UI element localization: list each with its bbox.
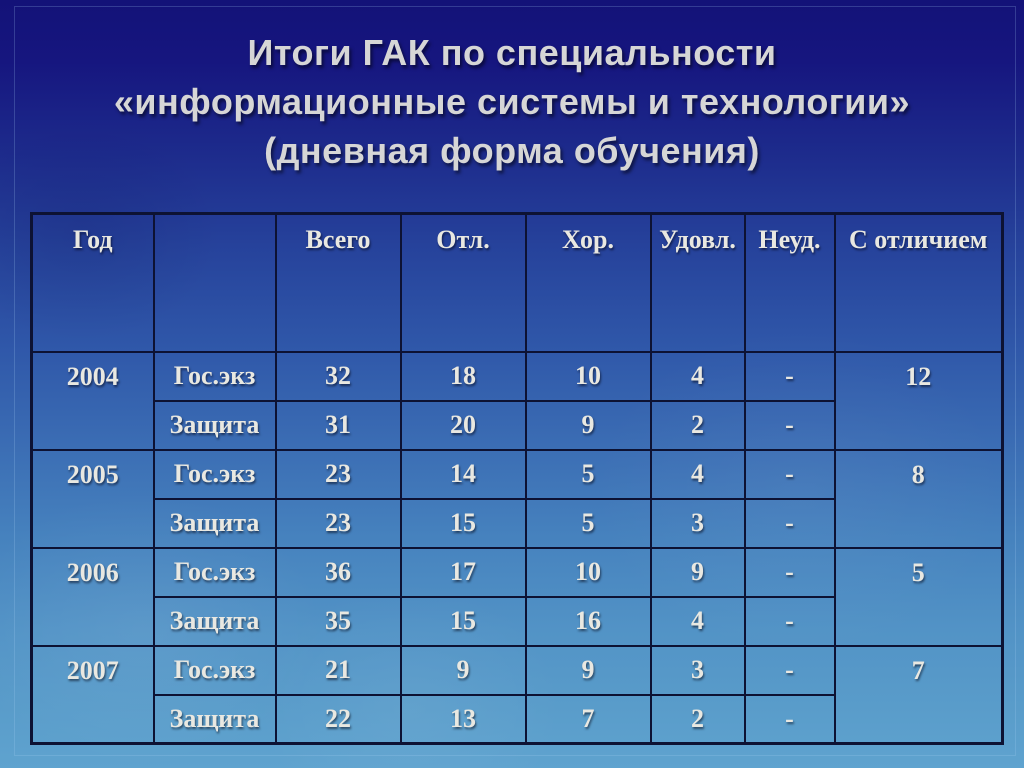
table-row: Защита 22 13 7 2 - [32, 693, 1003, 745]
year-cell: 2007 [30, 644, 155, 745]
table-row: 2005 Гос.экз 23 14 5 4 - 8 [30, 448, 1004, 549]
value-cell-excellent: 15 [399, 497, 527, 549]
value-cell-excellent: 17 [399, 546, 527, 598]
slide-title: Итоги ГАК по специальности «информационн… [0, 28, 1024, 175]
value-cell-total: 32 [274, 350, 402, 402]
header-year: Год [30, 212, 155, 353]
value-cell-satisfactory: 3 [649, 497, 746, 549]
header-stage [152, 212, 277, 353]
year-cell: 2005 [30, 448, 155, 549]
distinction-cell: 8 [833, 448, 1004, 549]
value-cell-total: 21 [274, 644, 402, 696]
value-cell-unsatisfactory: - [743, 595, 836, 647]
title-line-3: (дневная форма обучения) [264, 130, 760, 171]
value-cell-good: 10 [524, 546, 652, 598]
value-cell-good: 5 [524, 448, 652, 500]
value-cell-unsatisfactory: - [743, 644, 836, 696]
stage-cell: Гос.экз [152, 448, 277, 500]
table-row: 2004 Гос.экз 32 18 10 4 - 12 [30, 350, 1004, 451]
value-cell-satisfactory: 9 [649, 546, 746, 598]
value-cell-good: 5 [524, 497, 652, 549]
distinction-cell: 5 [833, 546, 1004, 647]
distinction-cell: 12 [833, 350, 1004, 451]
header-satisfactory: Удовл. [649, 212, 746, 353]
year-cell: 2006 [30, 546, 155, 647]
stage-cell: Гос.экз [152, 644, 277, 696]
stage-cell: Защита [152, 497, 277, 549]
value-cell-total: 36 [274, 546, 402, 598]
value-cell-satisfactory: 2 [649, 693, 746, 745]
value-cell-satisfactory: 2 [649, 399, 746, 451]
value-cell-excellent: 14 [399, 448, 527, 500]
stage-cell: Защита [152, 693, 277, 745]
header-distinction: С отличием [833, 212, 1004, 353]
header-unsatisfactory: Неуд. [743, 212, 836, 353]
value-cell-satisfactory: 4 [649, 595, 746, 647]
title-line-2: «информационные системы и технологии» [113, 81, 911, 122]
value-cell-total: 23 [274, 448, 402, 500]
value-cell-unsatisfactory: - [743, 350, 836, 402]
table-row: 2007 Гос.экз 21 9 9 3 - 7 [30, 644, 1004, 745]
header-good: Хор. [524, 212, 652, 353]
value-cell-good: 10 [524, 350, 652, 402]
header-row: Год Всего Отл. Хор. Удовл. Неуд. С отлич… [30, 212, 1004, 353]
value-cell-excellent: 20 [399, 399, 527, 451]
value-cell-excellent: 9 [399, 644, 527, 696]
value-cell-good: 7 [524, 693, 652, 745]
value-cell-unsatisfactory: - [743, 546, 836, 598]
title-line-1: Итоги ГАК по специальности [247, 32, 777, 73]
stage-cell: Защита [152, 399, 277, 451]
value-cell-unsatisfactory: - [743, 693, 836, 745]
header-excellent: Отл. [399, 212, 527, 353]
value-cell-satisfactory: 3 [649, 644, 746, 696]
stage-cell: Гос.экз [152, 350, 277, 402]
table-row: Защита 35 15 16 4 - [32, 595, 1003, 647]
table-row: Защита 31 20 9 2 - [32, 399, 1003, 451]
value-cell-unsatisfactory: - [743, 399, 836, 451]
stage-cell: Защита [152, 595, 277, 647]
year-cell: 2004 [30, 350, 155, 451]
value-cell-total: 35 [274, 595, 402, 647]
stage-cell: Гос.экз [152, 546, 277, 598]
value-cell-unsatisfactory: - [743, 448, 836, 500]
value-cell-satisfactory: 4 [649, 448, 746, 500]
value-cell-satisfactory: 4 [649, 350, 746, 402]
results-table: Год Всего Отл. Хор. Удовл. Неуд. С отлич… [30, 212, 1004, 745]
value-cell-good: 16 [524, 595, 652, 647]
value-cell-unsatisfactory: - [743, 497, 836, 549]
value-cell-excellent: 13 [399, 693, 527, 745]
value-cell-good: 9 [524, 399, 652, 451]
value-cell-total: 23 [274, 497, 402, 549]
value-cell-good: 9 [524, 644, 652, 696]
value-cell-total: 31 [274, 399, 402, 451]
value-cell-excellent: 15 [399, 595, 527, 647]
table-row: 2006 Гос.экз 36 17 10 9 - 5 [30, 546, 1004, 647]
distinction-cell: 7 [833, 644, 1004, 745]
value-cell-total: 22 [274, 693, 402, 745]
header-total: Всего [274, 212, 402, 353]
value-cell-excellent: 18 [399, 350, 527, 402]
table-row: Защита 23 15 5 3 - [32, 497, 1003, 549]
